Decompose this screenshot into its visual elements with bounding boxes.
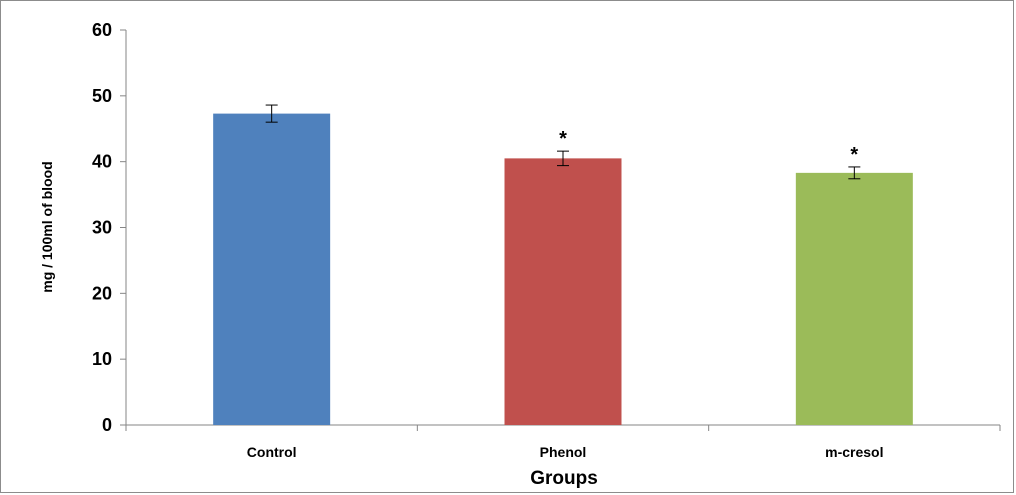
significance-marker: * [559,128,567,150]
x-tick-label: m-cresol [825,444,883,460]
x-axis-title: Groups [530,468,598,489]
bar-phenol [504,158,622,425]
y-tick-label: 20 [92,283,112,303]
x-tick-label: Phenol [540,444,587,460]
y-tick-label: 10 [92,349,112,369]
significance-marker: * [850,144,858,166]
x-tick-label: Control [247,444,297,460]
bar-m-cresol [795,172,913,425]
bar-control [213,113,331,425]
y-tick-label: 40 [92,152,112,172]
bars [213,104,913,425]
y-tick-label: 50 [92,86,112,106]
y-axis-title: mg / 100ml of blood [39,161,55,292]
y-tick-label: 0 [102,415,112,435]
y-tick-label: 60 [92,20,112,40]
labels: 0 10 20 30 40 50 60 Control * Phenol * m-cresol [92,20,884,460]
y-tick-label: 30 [92,218,112,238]
